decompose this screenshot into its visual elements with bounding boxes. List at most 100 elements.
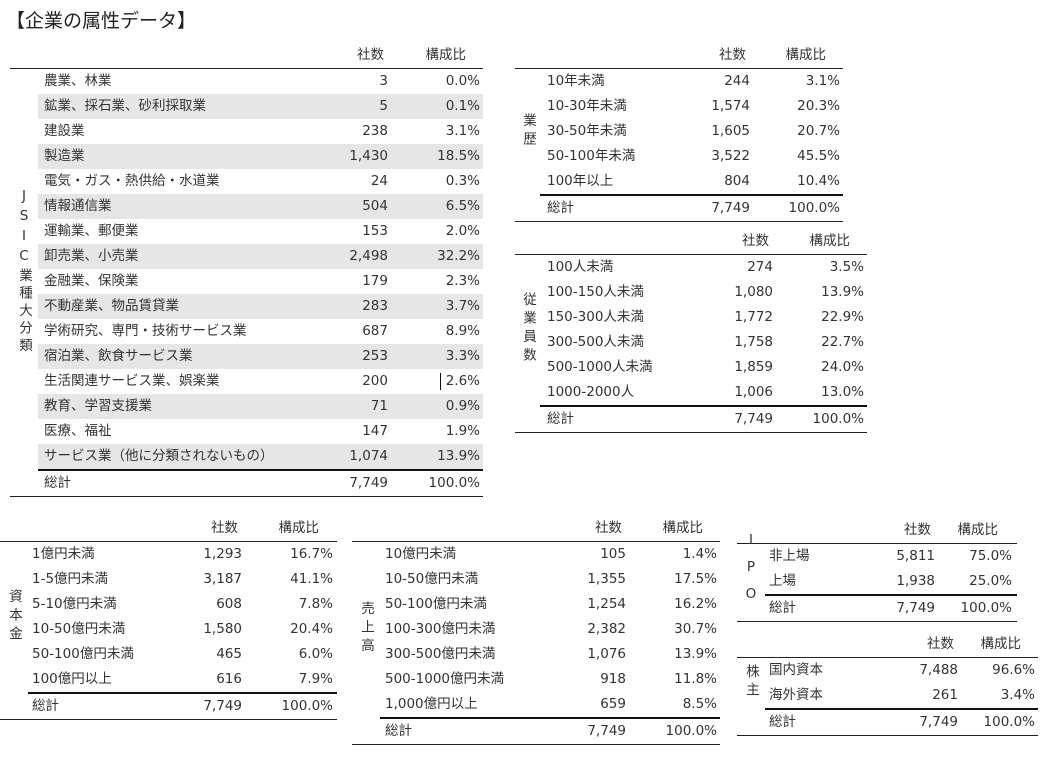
row-label: 国内資本 xyxy=(769,662,823,678)
table-row: 生活関連サービス業、娯楽業 200 2.6% xyxy=(38,369,483,394)
table-row: 10億円未満 105 1.4% xyxy=(380,542,720,567)
row-count: 918 xyxy=(600,671,626,687)
table-row: 300-500億円未満 1,076 13.9% xyxy=(380,642,720,667)
row-count: 1,938 xyxy=(896,573,935,589)
row-ratio: 32.2% xyxy=(437,248,480,264)
table-row: 100年以上 804 10.4% xyxy=(540,169,843,194)
row-label: 医療、福祉 xyxy=(44,423,112,439)
page-title: 【企業の属性データ】 xyxy=(6,10,197,32)
row-label: 30-50年未満 xyxy=(547,123,627,139)
bottom-rule xyxy=(737,735,1038,736)
table-ipo: 社数 構成比 IPO 非上場 5,811 75.0% 上場 1,938 25.0% 総計 7,749… xyxy=(737,519,1017,622)
row-label: 100億円以上 xyxy=(32,671,112,687)
group-label: 従業員数 xyxy=(520,292,536,366)
table-jsic: 社数 構成比 JSIC業種大分類 農業、林業 3 0.0% 鉱業、採石業、砂利採取業 5 0.1… xyxy=(10,44,483,497)
top-rule xyxy=(737,657,1038,658)
row-ratio: 13.9% xyxy=(674,646,717,662)
row-ratio: 8.9% xyxy=(445,323,480,339)
row-label: 10-30年未満 xyxy=(547,98,627,114)
row-label: 総計 xyxy=(547,200,574,216)
row-count: 5 xyxy=(379,98,388,114)
column-header-count: 社数 xyxy=(719,47,746,63)
row-label: 総計 xyxy=(769,714,796,730)
row-count: 244 xyxy=(724,73,750,89)
column-header-ratio: 構成比 xyxy=(785,47,827,63)
row-count: 7,488 xyxy=(919,662,958,678)
text-cursor xyxy=(440,373,441,390)
table-row: サービス業（他に分類されないもの） 1,074 13.9% xyxy=(38,444,483,469)
row-count: 659 xyxy=(600,696,626,712)
row-count: 71 xyxy=(370,398,388,414)
table-row: 1,000億円以上 659 8.5% xyxy=(380,692,720,717)
row-count: 7,749 xyxy=(896,600,935,616)
row-label: 1000-2000人 xyxy=(547,384,635,400)
table-row: 100-300億円未満 2,382 30.7% xyxy=(380,617,720,642)
row-label: 100年以上 xyxy=(547,173,614,189)
table-row: 建設業 238 3.1% xyxy=(38,119,483,144)
table-row: 情報通信業 504 6.5% xyxy=(38,194,483,219)
row-count: 1,758 xyxy=(734,334,773,350)
row-count: 7,749 xyxy=(203,698,242,714)
table-row: 1億円未満 1,293 16.7% xyxy=(28,542,337,567)
row-label: 総計 xyxy=(32,698,59,714)
row-ratio: 41.1% xyxy=(290,571,333,587)
table-row: 300-500人未満 1,758 22.7% xyxy=(540,330,867,355)
row-label: 宿泊業、飲食サービス業 xyxy=(44,348,193,364)
top-rule xyxy=(515,254,867,255)
table-row: 1000-2000人 1,006 13.0% xyxy=(540,380,867,405)
column-header-count: 社数 xyxy=(211,520,238,536)
table-row: 非上場 5,811 75.0% xyxy=(765,544,1017,569)
row-ratio: 10.4% xyxy=(797,173,840,189)
column-header-count: 社数 xyxy=(595,520,622,536)
row-count: 24 xyxy=(370,173,388,189)
row-count: 1,076 xyxy=(587,646,626,662)
row-ratio: 75.0% xyxy=(969,548,1012,564)
row-label: 1-5億円未満 xyxy=(32,571,109,587)
group-label: 株主 xyxy=(743,664,759,701)
column-header-ratio: 構成比 xyxy=(980,636,1022,652)
row-ratio: 0.0% xyxy=(445,73,480,89)
group-label: 売上高 xyxy=(358,601,374,657)
row-count: 274 xyxy=(747,259,773,275)
row-ratio: 2.3% xyxy=(445,273,480,289)
row-count: 7,749 xyxy=(711,200,750,216)
row-label: 不動産業、物品賃貸業 xyxy=(44,298,179,314)
row-label: 150-300人未満 xyxy=(547,309,644,325)
row-label: 100-300億円未満 xyxy=(385,621,496,637)
bottom-rule xyxy=(10,496,483,497)
row-label: 学術研究、専門・技術サービス業 xyxy=(44,323,247,339)
row-label: 製造業 xyxy=(44,148,85,164)
total-separator xyxy=(540,405,867,407)
top-rule xyxy=(352,541,720,542)
row-ratio: 3.4% xyxy=(1000,687,1035,703)
total-row: 総計 7,749 100.0% xyxy=(38,471,483,496)
row-count: 1,772 xyxy=(734,309,773,325)
row-label: 1億円未満 xyxy=(32,546,95,562)
row-label: 卸売業、小売業 xyxy=(44,248,139,264)
row-label: 教育、学習支援業 xyxy=(44,398,152,414)
row-count: 687 xyxy=(362,323,388,339)
table-row: 医療、福祉 147 1.9% xyxy=(38,419,483,444)
bottom-rule xyxy=(737,621,1017,622)
row-label: 情報通信業 xyxy=(44,198,112,214)
bottom-rule xyxy=(515,432,867,433)
table-row: 製造業 1,430 18.5% xyxy=(38,144,483,169)
row-count: 3,187 xyxy=(203,571,242,587)
row-ratio: 0.3% xyxy=(445,173,480,189)
total-separator xyxy=(28,692,337,694)
total-separator xyxy=(765,594,1017,596)
bottom-rule xyxy=(352,744,720,745)
table-row: 1-5億円未満 3,187 41.1% xyxy=(28,567,337,592)
row-ratio: 2.0% xyxy=(445,223,480,239)
group-label: JSIC業種大分類 xyxy=(16,188,32,356)
row-count: 3,522 xyxy=(711,148,750,164)
table-row: 100億円以上 616 7.9% xyxy=(28,667,337,692)
row-ratio: 100.0% xyxy=(788,200,840,216)
row-ratio: 2.6% xyxy=(445,373,480,389)
row-count: 179 xyxy=(362,273,388,289)
row-count: 7,749 xyxy=(734,411,773,427)
row-ratio: 25.0% xyxy=(969,573,1012,589)
row-ratio: 3.5% xyxy=(829,259,864,275)
row-ratio: 100.0% xyxy=(960,600,1012,616)
row-count: 7,749 xyxy=(349,475,388,491)
